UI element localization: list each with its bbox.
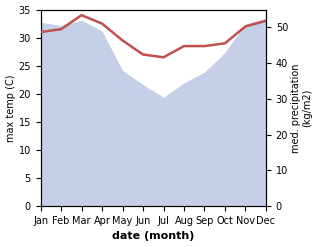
X-axis label: date (month): date (month)	[112, 231, 194, 242]
Y-axis label: med. precipitation
(kg/m2): med. precipitation (kg/m2)	[291, 63, 313, 153]
Y-axis label: max temp (C): max temp (C)	[5, 74, 16, 142]
